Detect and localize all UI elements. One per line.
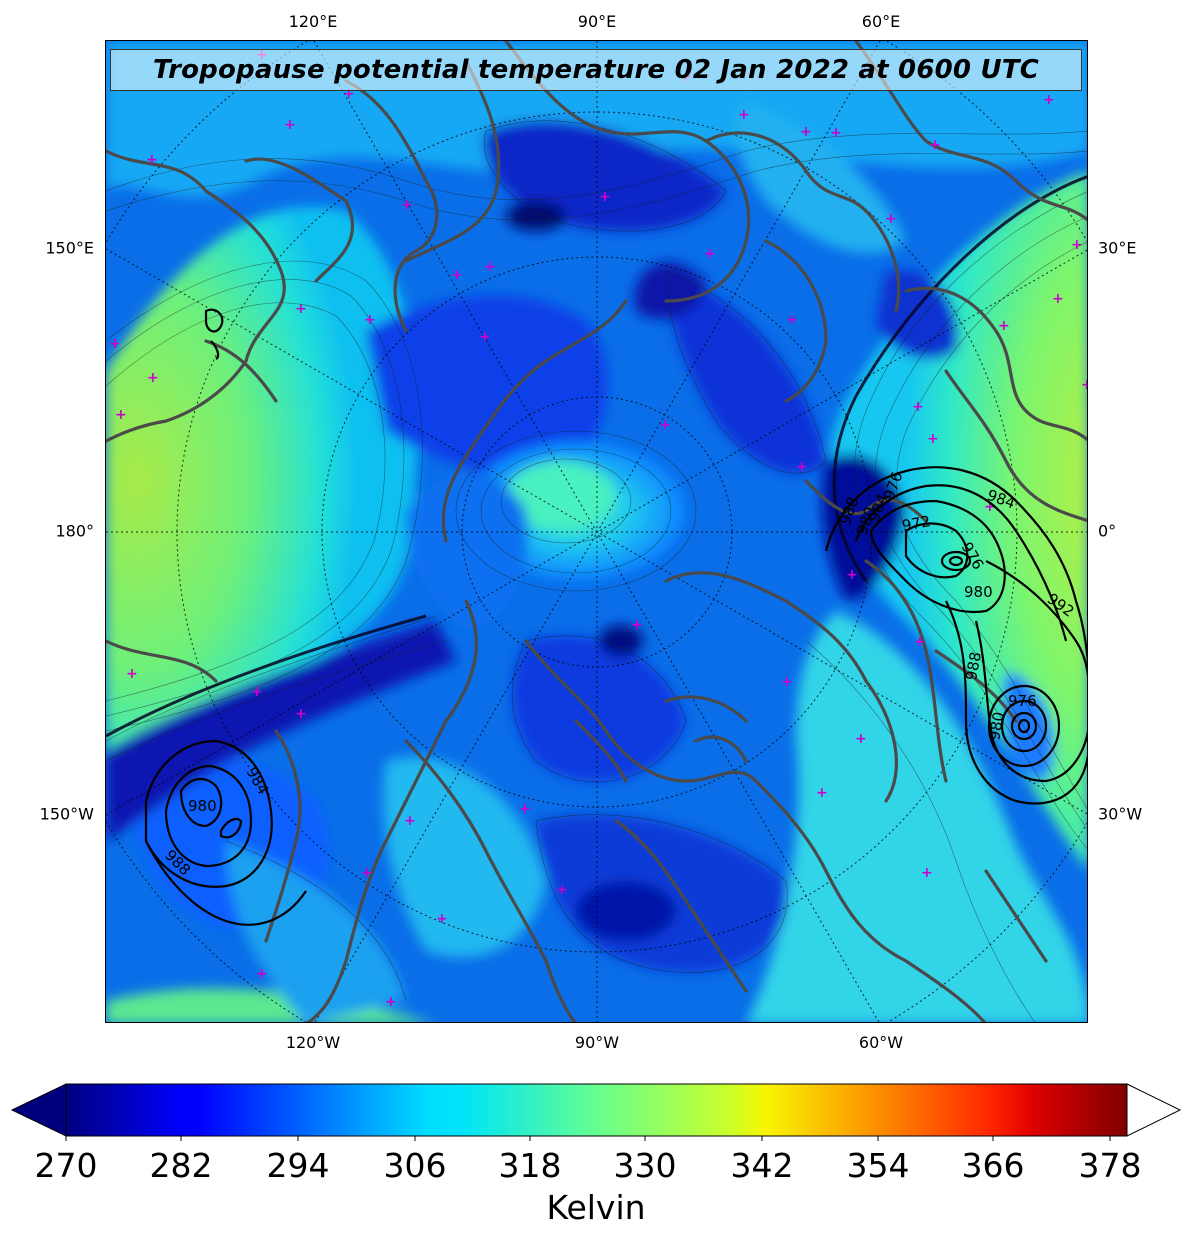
- svg-text:+: +: [781, 674, 793, 690]
- pressure-label: 980: [985, 710, 1008, 741]
- colorbar-tick-label: 294: [266, 1146, 330, 1185]
- lon-label-left: 150°W: [39, 804, 94, 824]
- colorbar-tick-label: 270: [34, 1146, 98, 1185]
- svg-text:+: +: [739, 1018, 751, 1023]
- station-markers: ++ + ++ + ++ + ++ + + ++ + ++ + ++ + ++ + ++ +++ …: [109, 47, 1088, 1023]
- map-panel: + + + + + + + + + + + + + + + + + + + + + + + + + + + + + + …: [105, 40, 1088, 1023]
- svg-text:+: +: [364, 312, 376, 328]
- colorbar-tick-label: 366: [961, 1146, 1025, 1185]
- svg-text:+: +: [484, 259, 496, 275]
- lon-label-right: 0°: [1098, 521, 1117, 541]
- svg-text:+: +: [984, 499, 996, 515]
- svg-text:+: +: [1071, 237, 1083, 253]
- map-title: Tropopause potential temperature 02 Jan …: [153, 55, 1039, 85]
- svg-text:+: +: [251, 684, 263, 700]
- svg-text:+: +: [343, 86, 355, 102]
- svg-text:+: +: [115, 407, 127, 423]
- colorbar-tick-label: 282: [149, 1146, 213, 1185]
- pressure-label: 972: [901, 512, 932, 535]
- svg-text:+: +: [126, 666, 138, 682]
- svg-text:+: +: [436, 911, 448, 927]
- svg-text:+: +: [109, 336, 121, 352]
- lon-label-bottom: 120°W: [285, 1033, 341, 1052]
- svg-text:+: +: [556, 882, 568, 898]
- svg-text:+: +: [796, 459, 808, 475]
- svg-text:+: +: [855, 731, 867, 747]
- svg-text:+: +: [921, 865, 933, 881]
- svg-text:+: +: [284, 117, 296, 133]
- svg-text:+: +: [800, 124, 812, 140]
- svg-text:+: +: [786, 312, 798, 328]
- colorbar-ticks: [65, 1136, 1111, 1141]
- svg-text:+: +: [659, 417, 671, 433]
- svg-text:+: +: [830, 125, 842, 141]
- svg-text:+: +: [964, 1019, 976, 1023]
- colorbar-extend-max: [1126, 1083, 1182, 1137]
- pressure-label: 976: [1008, 692, 1037, 710]
- svg-text:+: +: [1052, 291, 1064, 307]
- svg-text:+: +: [147, 370, 159, 386]
- lon-label-top: 120°E: [288, 12, 338, 31]
- svg-text:+: +: [914, 634, 926, 650]
- svg-text:+: +: [599, 189, 611, 205]
- lon-label-right: 30°W: [1098, 804, 1143, 824]
- svg-text:+: +: [146, 152, 158, 168]
- svg-text:+: +: [479, 329, 491, 345]
- colorbar-tick-label: 306: [383, 1146, 447, 1185]
- colorbar-tick-label: 330: [613, 1146, 677, 1185]
- title-box: Tropopause potential temperature 02 Jan …: [110, 49, 1082, 91]
- colorbar-tick-label: 378: [1078, 1146, 1142, 1185]
- svg-text:+: +: [929, 137, 941, 153]
- lon-label-bottom: 60°W: [858, 1033, 904, 1052]
- pressure-label: 980: [964, 583, 993, 601]
- lon-label-right: 30°E: [1098, 238, 1137, 258]
- lon-label-bottom: 90°W: [574, 1033, 620, 1052]
- jet-fronts: [106, 175, 1087, 738]
- svg-text:+: +: [704, 246, 716, 262]
- svg-text:+: +: [1081, 377, 1088, 393]
- lon-label-left: 150°E: [45, 238, 94, 258]
- colorbar-tick-label: 318: [498, 1146, 562, 1185]
- svg-text:+: +: [519, 801, 531, 817]
- svg-text:+: +: [401, 197, 413, 213]
- pressure-label: 980: [188, 797, 217, 815]
- pressure-label: 988: [962, 650, 985, 681]
- pressure-contours: [144, 308, 1087, 926]
- svg-text:+: +: [738, 107, 750, 123]
- map-canvas: ++ + ++ + ++ + ++ + + ++ + ++ + ++ + ++ + ++ +++ …: [106, 41, 1088, 1023]
- svg-text:+: +: [404, 813, 416, 829]
- svg-text:+: +: [1043, 92, 1055, 108]
- svg-text:+: +: [816, 785, 828, 801]
- svg-text:+: +: [295, 301, 307, 317]
- lon-label-top: 90°E: [577, 12, 617, 31]
- svg-text:+: +: [912, 399, 924, 415]
- colorbar: [10, 1083, 1182, 1141]
- svg-text:+: +: [451, 267, 463, 283]
- lon-label-top: 60°E: [861, 12, 901, 31]
- coastlines: [106, 41, 1087, 1022]
- colorbar-tick-label: 342: [730, 1146, 794, 1185]
- svg-text:+: +: [295, 706, 307, 722]
- colorbar-extend-min: [10, 1083, 67, 1137]
- lon-label-left: 180°: [55, 521, 94, 541]
- svg-text:+: +: [385, 994, 397, 1010]
- svg-text:+: +: [998, 318, 1010, 334]
- svg-text:+: +: [846, 567, 858, 583]
- colorbar-tick-label: 354: [846, 1146, 910, 1185]
- svg-text:+: +: [361, 865, 373, 881]
- svg-text:+: +: [631, 617, 643, 633]
- colorbar-gradient: [65, 1083, 1128, 1137]
- colorbar-label: Kelvin: [546, 1188, 646, 1227]
- svg-text:+: +: [885, 211, 897, 227]
- svg-text:+: +: [256, 966, 268, 982]
- svg-text:+: +: [927, 431, 939, 447]
